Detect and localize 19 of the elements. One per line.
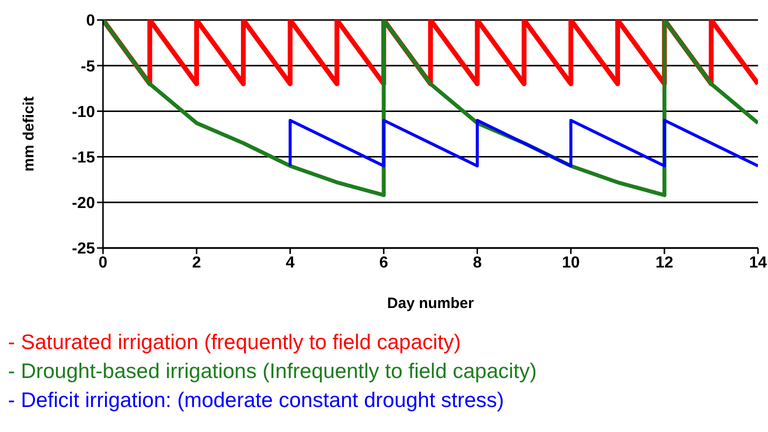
x-tick-label: 2 — [192, 254, 202, 272]
text: - Saturated irrigation (frequently to field capacity) — [8, 330, 462, 356]
x-tick-label: 14 — [749, 254, 767, 272]
y-axis-title: mm deficit — [20, 96, 38, 172]
x-tick-label: 4 — [286, 254, 295, 272]
y-tick-label: -25 — [72, 240, 96, 258]
x-tick-label: 8 — [472, 254, 482, 272]
x-tick-label: 10 — [562, 254, 580, 272]
text: - Drought-based irrigations (Infrequently to field capacity) — [8, 359, 538, 385]
y-tick-label: 0 — [86, 12, 96, 30]
y-tick-label: -10 — [72, 104, 96, 121]
x-tick-label: 0 — [98, 254, 108, 272]
x-axis-title: Day number — [387, 295, 474, 312]
y-tick-label: -5 — [80, 58, 96, 76]
y-tick-label: -15 — [72, 149, 96, 166]
text: - Deficit irrigation: (moderate constant drought stress) — [8, 388, 506, 414]
x-tick-label: 6 — [379, 254, 388, 272]
y-tick-label: -20 — [72, 195, 96, 212]
x-tick-label: 12 — [656, 254, 674, 272]
